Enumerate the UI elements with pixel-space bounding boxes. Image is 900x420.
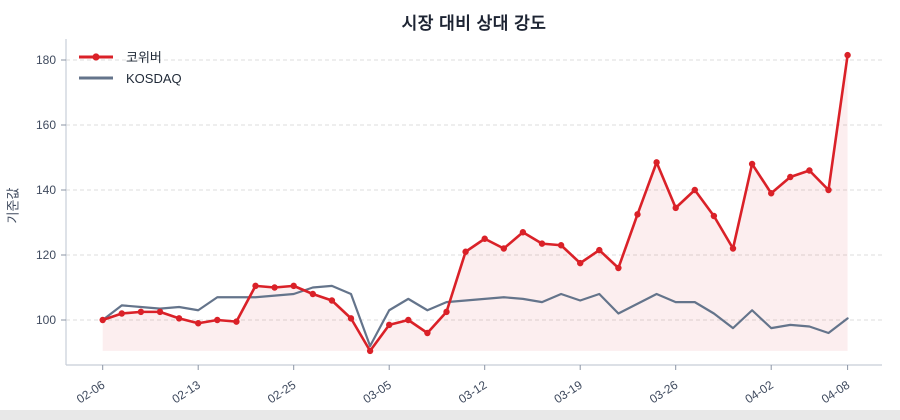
data-point-marker bbox=[806, 167, 813, 174]
data-point-marker bbox=[271, 284, 278, 291]
data-point-marker bbox=[214, 316, 221, 324]
data-point-marker bbox=[557, 242, 565, 249]
data-point-marker bbox=[500, 245, 507, 252]
data-point-marker bbox=[290, 282, 297, 290]
data-point-marker bbox=[99, 316, 106, 324]
data-point-marker bbox=[787, 173, 794, 181]
data-point-marker bbox=[328, 297, 336, 304]
data-point-marker bbox=[691, 186, 698, 194]
x-tick-label: 02-06 bbox=[74, 378, 108, 407]
data-point-marker bbox=[366, 347, 374, 355]
data-point-marker bbox=[156, 308, 164, 316]
legend-label-kosdaq: KOSDAQ bbox=[126, 71, 182, 86]
data-point-marker bbox=[538, 240, 546, 247]
data-point-marker bbox=[443, 308, 450, 316]
data-point-marker bbox=[596, 246, 603, 254]
x-tick-label: 03-19 bbox=[551, 378, 585, 407]
data-point-marker bbox=[175, 315, 183, 322]
y-tick-label: 120 bbox=[36, 248, 56, 262]
y-tick-label: 140 bbox=[36, 183, 56, 197]
data-point-marker bbox=[710, 212, 718, 220]
y-tick-label: 160 bbox=[36, 118, 56, 132]
data-point-marker bbox=[577, 259, 584, 267]
data-point-marker bbox=[844, 51, 851, 59]
data-point-marker bbox=[481, 235, 488, 242]
data-point-marker bbox=[195, 320, 202, 327]
data-point-marker bbox=[615, 264, 622, 272]
area-fill-group bbox=[102, 55, 848, 351]
area-fill bbox=[102, 55, 848, 351]
data-point-marker bbox=[768, 190, 775, 197]
data-point-marker bbox=[729, 245, 737, 252]
legend-marker-kowiber bbox=[92, 53, 100, 61]
chart-title: 시장 대비 상대 강도 bbox=[401, 14, 547, 33]
y-tick-label: 100 bbox=[36, 313, 56, 327]
x-tick-label: 02-25 bbox=[265, 378, 299, 407]
series-kowiber bbox=[99, 51, 851, 355]
data-point-marker bbox=[405, 316, 412, 324]
data-point-marker bbox=[672, 204, 679, 212]
kosdaq-line bbox=[101, 284, 849, 348]
y-tick-label: 180 bbox=[36, 53, 56, 67]
kowiber-line bbox=[101, 53, 849, 353]
gridlines bbox=[66, 59, 882, 321]
data-point-marker bbox=[462, 248, 469, 255]
x-tick-label: 03-05 bbox=[360, 378, 394, 407]
data-point-marker bbox=[424, 329, 431, 337]
data-point-marker bbox=[252, 282, 259, 290]
data-point-marker bbox=[634, 211, 641, 218]
data-point-marker bbox=[748, 160, 756, 168]
legend: 코위버 KOSDAQ bbox=[79, 50, 182, 86]
x-tick-label: 04-08 bbox=[819, 378, 853, 407]
series-kosdaq bbox=[101, 284, 849, 348]
data-point-marker bbox=[653, 159, 660, 166]
data-point-marker bbox=[137, 308, 145, 316]
data-point-marker bbox=[118, 310, 126, 317]
data-point-marker bbox=[233, 318, 240, 325]
data-point-marker bbox=[519, 229, 527, 236]
x-tick-label: 02-13 bbox=[169, 378, 203, 407]
x-tick-label: 03-26 bbox=[647, 378, 681, 407]
chart-canvas: 100 120 140 160 180 02-06 02-13 02-25 03-05 03-12… bbox=[36, 39, 882, 407]
chart-figure: 100 120 140 160 180 02-06 02-13 02-25 03-05 03-12… bbox=[0, 0, 900, 410]
y-axis-label: 기준값 bbox=[5, 187, 21, 224]
data-point-marker bbox=[309, 290, 316, 298]
data-point-marker bbox=[347, 315, 355, 322]
x-tick-label: 04-02 bbox=[742, 378, 776, 407]
legend-label-kowiber: 코위버 bbox=[126, 50, 162, 65]
x-tick-label: 03-12 bbox=[456, 378, 490, 407]
data-point-marker bbox=[825, 186, 832, 194]
data-point-marker bbox=[386, 321, 393, 329]
